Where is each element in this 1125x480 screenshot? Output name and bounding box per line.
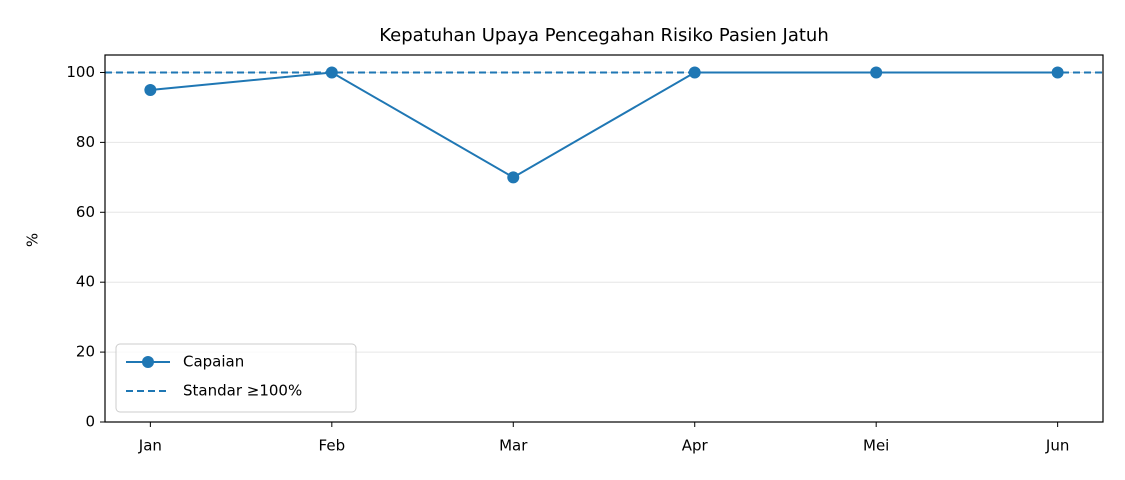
y-tick-label: 100 bbox=[66, 63, 95, 81]
y-tick-label: 20 bbox=[76, 343, 95, 361]
data-point bbox=[325, 66, 338, 79]
x-tick-label: Mar bbox=[499, 437, 528, 455]
legend-marker bbox=[142, 356, 154, 368]
legend-box bbox=[115, 343, 357, 413]
data-point bbox=[507, 171, 520, 184]
legend-label: Standar ≥100% bbox=[183, 382, 302, 400]
chart-title: Kepatuhan Upaya Pencegahan Risiko Pasien… bbox=[379, 25, 828, 46]
x-tick-label: Mei bbox=[863, 437, 889, 455]
y-axis-label: % bbox=[24, 233, 42, 247]
x-tick-label: Feb bbox=[319, 437, 346, 455]
x-tick-label: Apr bbox=[682, 437, 709, 455]
data-point bbox=[688, 66, 701, 79]
x-tick-label: Jan bbox=[138, 437, 162, 455]
data-point bbox=[870, 66, 883, 79]
y-tick-label: 60 bbox=[76, 203, 95, 221]
data-point bbox=[144, 83, 157, 96]
y-tick-label: 0 bbox=[85, 413, 95, 431]
data-point bbox=[1051, 66, 1064, 79]
data-line bbox=[150, 71, 1058, 179]
y-tick-label: 80 bbox=[76, 133, 95, 151]
legend-label: Capaian bbox=[183, 353, 244, 371]
plot-frame bbox=[104, 54, 1104, 423]
y-tick-label: 40 bbox=[76, 273, 95, 291]
x-tick-label: Jun bbox=[1045, 437, 1069, 455]
